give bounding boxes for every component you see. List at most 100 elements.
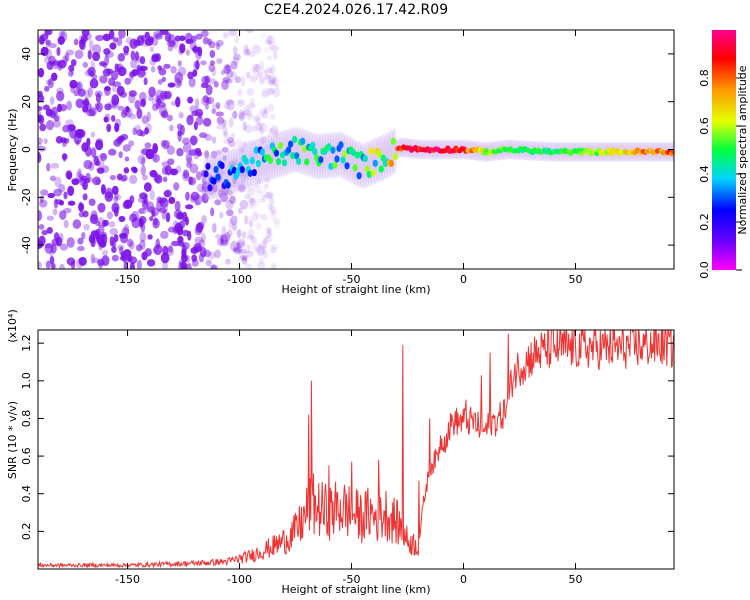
noise-blob (38, 261, 42, 269)
noise-blob (263, 46, 271, 53)
noise-blob (270, 209, 278, 221)
noise-blob (116, 85, 125, 96)
noise-blob (224, 232, 231, 243)
noise-blob (167, 226, 176, 233)
noise-blob (206, 96, 215, 105)
x-tick-label: -100 (227, 273, 252, 286)
ridge-blob (370, 169, 376, 177)
noise-blob (233, 246, 243, 253)
noise-blob (264, 235, 273, 243)
noise-blob (161, 161, 170, 168)
spectrogram-x-ticks: -150 -100 -50 0 50 (115, 30, 582, 286)
noise-blob (247, 200, 254, 209)
noise-blob (57, 36, 65, 45)
noise-blob (139, 231, 147, 243)
noise-blob (78, 211, 85, 218)
noise-blob (259, 60, 264, 72)
noise-blob (181, 259, 186, 269)
y-tick-label: 0.2 (20, 523, 33, 541)
noise-blob (174, 200, 181, 212)
noise-blob (188, 149, 198, 156)
noise-blob (155, 33, 163, 40)
noise-blob (257, 261, 266, 269)
noise-blob (135, 244, 143, 252)
ridge-blob (378, 165, 384, 173)
noise-blob (100, 153, 108, 162)
ridge-blob (251, 168, 257, 177)
ridge-blob (362, 155, 368, 163)
snr-y-label: SNR (10 * v/v) (6, 401, 19, 479)
noise-blob (223, 102, 231, 110)
noise-blob (139, 56, 146, 65)
ridge-blob (372, 159, 378, 167)
noise-blob (124, 156, 130, 162)
ridge-blob (312, 147, 318, 156)
noise-blob (254, 200, 260, 208)
noise-blob (268, 87, 275, 95)
noise-blob (138, 215, 147, 225)
y-tick-label: 0.6 (20, 447, 33, 465)
noise-blob (230, 240, 239, 252)
noise-blob (98, 153, 108, 159)
noise-blob (91, 147, 97, 159)
noise-blob (232, 246, 238, 253)
noise-blob (185, 39, 194, 45)
noise-blob (67, 71, 74, 77)
spectrogram-y-label: Frequency (Hz) (6, 109, 19, 192)
noise-blob (266, 34, 275, 45)
noise-blob (128, 140, 135, 147)
noise-blob (248, 97, 254, 104)
noise-blob (97, 202, 106, 213)
noise-blob (182, 229, 190, 237)
noise-blob (249, 197, 256, 206)
noise-blob (268, 228, 273, 237)
noise-blob (222, 77, 229, 85)
noise-blob (140, 70, 147, 77)
noise-blob (268, 41, 276, 51)
noise-blob (59, 103, 68, 112)
ridge-blob (352, 164, 358, 172)
noise-blob (83, 223, 90, 231)
noise-blob (123, 261, 129, 269)
noise-blob (212, 184, 218, 193)
noise-blob (184, 216, 189, 226)
noise-blob (109, 42, 117, 50)
noise-blob (70, 84, 76, 94)
noise-blob (228, 140, 236, 148)
noise-blob (211, 265, 216, 269)
colorbar-ticks: 0.0 0.2 0.4 0.6 0.8 (698, 69, 742, 279)
noise-blob (271, 263, 277, 269)
noise-blob (177, 60, 182, 67)
noise-blob (264, 184, 269, 194)
noise-blob (140, 165, 146, 176)
noise-blob (274, 83, 280, 90)
noise-blob (92, 176, 101, 186)
noise-blob (113, 234, 119, 243)
noise-blob (247, 227, 256, 238)
noise-blob (124, 77, 132, 85)
noise-blob (236, 241, 245, 247)
noise-blob (120, 110, 128, 119)
noise-blob (108, 30, 115, 40)
noise-blob (202, 36, 209, 45)
noise-blob (222, 125, 228, 136)
noise-blob (251, 44, 261, 54)
noise-blob (77, 88, 86, 97)
noise-blob (225, 199, 234, 210)
noise-blob (83, 159, 93, 170)
noise-blob (263, 106, 268, 114)
noise-blob (191, 254, 198, 263)
ridge-blob (332, 161, 338, 169)
noise-blob (174, 72, 184, 84)
noise-blob (141, 42, 149, 48)
noise-blob (247, 243, 257, 255)
noise-blob (226, 209, 234, 217)
noise-blob (203, 249, 212, 258)
x-tick-label: 0 (460, 273, 467, 286)
noise-blob (240, 172, 246, 184)
noise-blob (228, 30, 238, 37)
noise-blob (118, 135, 125, 142)
noise-blob (200, 30, 209, 38)
noise-blob (222, 188, 229, 196)
